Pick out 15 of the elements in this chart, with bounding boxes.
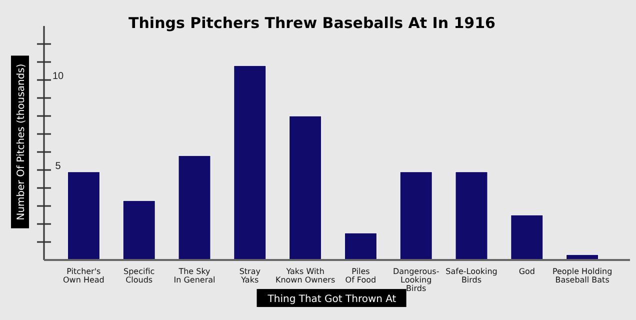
y-axis-title: Number Of Pitches (thousands): [16, 64, 27, 220]
x-tick-label: Piles Of Food: [345, 267, 376, 284]
x-tick-label: Specific Clouds: [124, 267, 155, 284]
y-tick-label: 5: [55, 161, 62, 172]
x-tick-label: People Holding Baseball Bats: [552, 267, 612, 284]
x-tick-label: God: [518, 267, 535, 276]
y-tick-label: 10: [52, 71, 64, 82]
chart-title: Things Pitchers Threw Baseballs At In 1916: [128, 14, 496, 32]
x-axis-title: Thing That Got Thrown At: [266, 294, 396, 305]
x-tick-label: The Sky In General: [174, 267, 216, 284]
x-tick-label: Safe-Looking Birds: [446, 267, 498, 284]
x-tick-label: Dangerous- Looking Birds: [392, 267, 440, 293]
x-tick-label: Pitcher's Own Head: [63, 267, 104, 284]
x-tick-label: Stray Yaks: [239, 267, 261, 284]
x-tick-label: Yaks With Known Owners: [275, 267, 336, 284]
